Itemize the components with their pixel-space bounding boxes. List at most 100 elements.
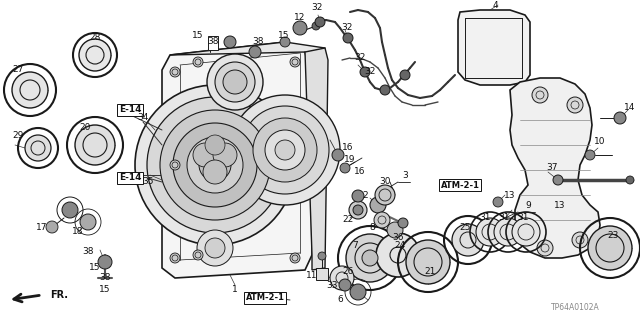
Circle shape: [25, 135, 51, 161]
Text: 38: 38: [99, 274, 111, 283]
Circle shape: [275, 140, 295, 160]
Circle shape: [193, 57, 203, 67]
Text: 10: 10: [595, 138, 605, 147]
Circle shape: [207, 54, 263, 110]
Text: 31: 31: [499, 213, 509, 222]
Circle shape: [205, 238, 225, 258]
Circle shape: [207, 157, 223, 173]
Circle shape: [406, 240, 450, 284]
Circle shape: [160, 110, 270, 220]
Text: 8: 8: [369, 223, 375, 233]
Text: 16: 16: [342, 143, 354, 153]
Circle shape: [339, 279, 351, 291]
Text: 29: 29: [12, 131, 24, 140]
Circle shape: [79, 39, 111, 71]
Circle shape: [476, 218, 504, 246]
Circle shape: [312, 22, 320, 30]
Circle shape: [187, 137, 243, 193]
Text: 38: 38: [83, 247, 93, 257]
Circle shape: [280, 37, 290, 47]
Circle shape: [512, 218, 540, 246]
Text: 2: 2: [362, 191, 368, 201]
Text: 14: 14: [624, 103, 636, 113]
Circle shape: [532, 87, 548, 103]
Polygon shape: [316, 268, 328, 280]
Text: 17: 17: [36, 223, 48, 233]
Circle shape: [537, 240, 553, 256]
Circle shape: [170, 253, 180, 263]
Circle shape: [135, 85, 295, 245]
Text: 6: 6: [337, 295, 343, 305]
Circle shape: [398, 218, 408, 228]
Text: 13: 13: [504, 191, 516, 201]
Text: 3: 3: [402, 171, 408, 180]
Circle shape: [349, 201, 367, 219]
Circle shape: [293, 21, 307, 35]
Circle shape: [290, 57, 300, 67]
Polygon shape: [305, 48, 328, 270]
Text: 15: 15: [192, 31, 204, 41]
Circle shape: [203, 160, 227, 184]
Text: 38: 38: [252, 37, 264, 46]
Circle shape: [585, 150, 595, 160]
Circle shape: [230, 95, 340, 205]
Circle shape: [614, 112, 626, 124]
Text: E-14: E-14: [119, 106, 141, 115]
Circle shape: [173, 123, 257, 207]
Circle shape: [588, 226, 632, 270]
Circle shape: [193, 250, 203, 260]
Text: 37: 37: [547, 164, 557, 172]
Text: 23: 23: [607, 230, 619, 239]
Circle shape: [346, 234, 394, 282]
Text: 32: 32: [364, 68, 376, 76]
Circle shape: [315, 17, 325, 27]
Text: 22: 22: [342, 215, 354, 225]
Text: 7: 7: [352, 241, 358, 250]
Polygon shape: [208, 36, 218, 50]
Circle shape: [318, 252, 326, 260]
Text: 28: 28: [90, 34, 100, 43]
Text: ATM-2-1: ATM-2-1: [440, 180, 479, 189]
Circle shape: [98, 255, 112, 269]
Text: ATM-2-1: ATM-2-1: [246, 293, 285, 302]
Circle shape: [567, 97, 583, 113]
Polygon shape: [162, 42, 312, 278]
Circle shape: [387, 222, 403, 238]
Circle shape: [223, 70, 247, 94]
Text: 21: 21: [424, 268, 436, 276]
Text: 16: 16: [355, 167, 365, 177]
Text: 4: 4: [492, 1, 498, 10]
Text: 36: 36: [392, 234, 404, 243]
Circle shape: [375, 185, 395, 205]
Circle shape: [75, 125, 115, 165]
Circle shape: [290, 253, 300, 263]
Text: 12: 12: [294, 13, 306, 22]
Polygon shape: [510, 78, 600, 258]
Circle shape: [350, 284, 366, 300]
Circle shape: [380, 85, 390, 95]
Polygon shape: [458, 10, 530, 85]
Text: 27: 27: [12, 66, 24, 75]
Text: 13: 13: [554, 201, 566, 210]
Circle shape: [330, 266, 354, 290]
Text: 18: 18: [72, 228, 84, 236]
Circle shape: [147, 97, 283, 233]
Circle shape: [332, 149, 344, 161]
Circle shape: [362, 250, 378, 266]
Circle shape: [12, 72, 48, 108]
Circle shape: [626, 176, 634, 184]
Circle shape: [224, 36, 236, 48]
Circle shape: [353, 205, 363, 215]
Text: 30: 30: [380, 178, 391, 187]
Circle shape: [343, 33, 353, 43]
Text: 32: 32: [311, 4, 323, 12]
Circle shape: [493, 197, 503, 207]
Text: 32: 32: [341, 23, 353, 33]
Circle shape: [553, 175, 563, 185]
Text: 15: 15: [89, 263, 100, 273]
Circle shape: [370, 197, 386, 213]
Text: 15: 15: [99, 285, 111, 294]
Circle shape: [253, 118, 317, 182]
Circle shape: [400, 70, 410, 80]
Text: 38: 38: [207, 37, 219, 46]
